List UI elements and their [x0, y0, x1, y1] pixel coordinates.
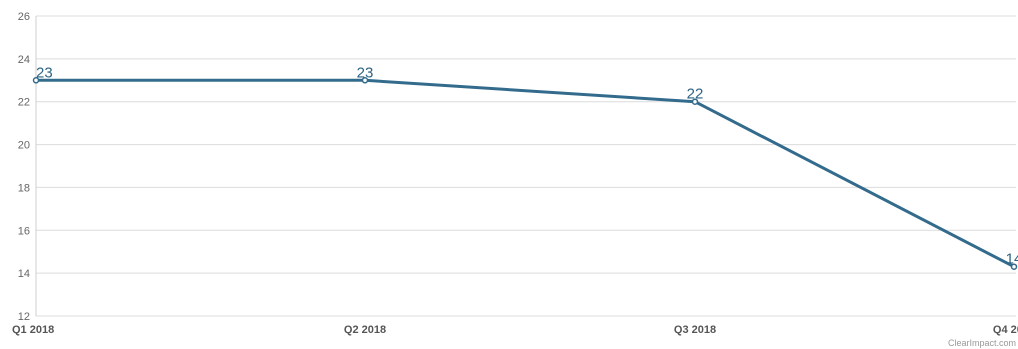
- grid-lines: [35, 15, 1016, 317]
- data-label: 22: [687, 86, 704, 103]
- data-labels: 23 23 22 14: [36, 64, 1018, 267]
- y-axis-ticks: 12 14 16 18 20 22 24 26: [18, 11, 30, 323]
- y-tick-label: 12: [18, 311, 30, 323]
- chart-credit: ClearImpact.com: [948, 338, 1016, 348]
- y-tick-label: 24: [18, 54, 30, 66]
- data-point[interactable]: [1010, 263, 1018, 270]
- data-label: 23: [357, 64, 374, 81]
- data-point[interactable]: [361, 77, 369, 84]
- series-line-0: [36, 78, 1015, 269]
- y-tick-label: 26: [18, 11, 30, 23]
- data-label: 23: [36, 64, 53, 81]
- series-layer: [32, 77, 1018, 270]
- data-label: 14: [1006, 251, 1018, 268]
- y-tick-label: 14: [18, 268, 30, 280]
- x-tick-label: Q3 2018: [674, 324, 716, 336]
- data-point[interactable]: [691, 98, 699, 105]
- data-point[interactable]: [32, 77, 40, 84]
- y-tick-label: 18: [18, 182, 30, 194]
- x-tick-label: Q2 2018: [344, 324, 386, 336]
- x-tick-label: Q4 2018: [993, 324, 1018, 336]
- x-axis-ticks: Q1 2018 Q2 2018 Q3 2018 Q4 2018: [12, 324, 1018, 336]
- x-tick-label: Q1 2018: [12, 324, 54, 336]
- y-tick-label: 16: [18, 225, 30, 237]
- y-tick-label: 22: [18, 97, 30, 109]
- y-tick-label: 20: [18, 140, 30, 152]
